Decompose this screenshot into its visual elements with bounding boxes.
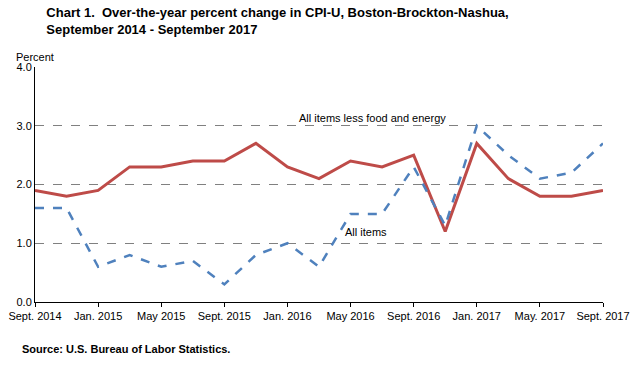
svg-text:4.0: 4.0: [17, 61, 32, 73]
svg-text:Chart 1. Over-the-year percen: Chart 1. Over-the-year percent change in…: [46, 5, 508, 37]
svg-text:Jan. 2015: Jan. 2015: [74, 310, 122, 322]
svg-text:Sept. 2015: Sept. 2015: [198, 310, 251, 322]
svg-text:Sept. 2017: Sept. 2017: [576, 310, 629, 322]
svg-text:May. 2017: May. 2017: [515, 310, 566, 322]
svg-text:May 2015: May 2015: [137, 310, 185, 322]
svg-text:Sept. 2016: Sept. 2016: [387, 310, 440, 322]
svg-text:May 2016: May 2016: [326, 310, 374, 322]
svg-text:All items: All items: [345, 226, 387, 238]
svg-text:Sept. 2014: Sept. 2014: [8, 310, 61, 322]
svg-text:Jan. 2017: Jan. 2017: [453, 310, 501, 322]
svg-text:All items less food and energy: All items less food and energy: [299, 112, 446, 124]
svg-text:Source: U.S. Bureau of Labor S: Source: U.S. Bureau of Labor Statistics.: [22, 343, 230, 355]
svg-text:1.0: 1.0: [17, 237, 32, 249]
svg-text:Jan. 2016: Jan. 2016: [263, 310, 311, 322]
svg-text:3.0: 3.0: [17, 120, 32, 132]
svg-text:0.0: 0.0: [17, 296, 32, 308]
svg-text:2.0: 2.0: [17, 178, 32, 190]
svg-text:Percent: Percent: [16, 51, 54, 63]
